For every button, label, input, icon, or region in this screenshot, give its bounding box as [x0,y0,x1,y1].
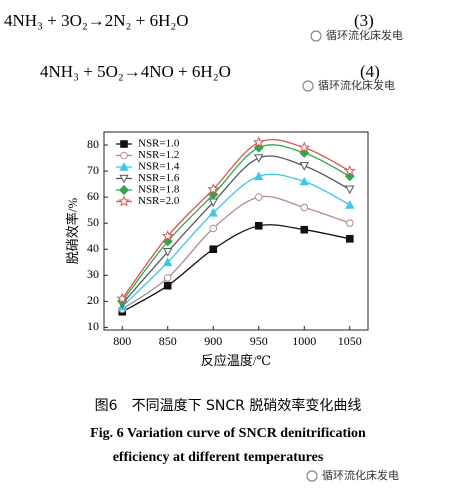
legend-label: NSR=1.4 [138,161,180,173]
legend-marker [119,162,129,171]
marker [254,221,263,230]
y-axis-label: 脱硝效率/% [65,198,80,265]
legend-marker [119,174,129,184]
x-tick-label: 1000 [292,334,316,348]
caption-en: Fig. 6 Variation curve of SNCR denitrifi… [90,426,366,441]
marker [163,248,173,257]
marker [345,219,354,227]
marker [299,176,309,186]
legend-marker [118,184,130,196]
equation: 4NH₃ + 5O₂→4NO + 6H₂O [40,62,231,81]
y-tick-label: 60 [87,189,99,203]
caption-en: efficiency at different temperatures [113,450,324,465]
marker [209,245,218,254]
marker [208,207,218,217]
marker [300,225,309,234]
watermark-icon [302,80,314,92]
x-tick-label: 950 [250,334,268,348]
watermark: 循环流化床发电 [318,78,395,92]
watermark: 循环流化床发电 [326,28,403,42]
plot-frame [103,131,369,331]
y-tick-label: 70 [87,163,99,177]
series-line [121,224,350,313]
legend-label: NSR=2.0 [138,195,180,207]
legend-label: NSR=1.8 [138,184,180,196]
marker [345,235,354,243]
legend-label: NSR=1.2 [138,149,179,161]
y-tick-label: 40 [87,241,99,255]
marker [343,164,356,177]
marker [345,185,355,195]
caption-cn: 图6 不同温度下 SNCR 脱硝效率变化曲线 [95,397,362,414]
marker [254,154,264,163]
x-tick-label: 900 [204,334,222,348]
x-tick-label: 1050 [338,334,362,348]
marker [298,141,311,153]
marker [252,136,265,148]
legend-label: NSR=1.0 [138,138,180,150]
legend-marker [120,151,128,160]
x-axis-label: 反应温度/℃ [201,353,271,368]
y-tick-label: 30 [87,267,99,281]
marker [116,292,129,304]
marker [163,281,172,290]
y-tick-label: 50 [87,215,99,229]
x-tick-label: 800 [113,334,131,348]
marker [209,224,218,233]
y-tick-label: 10 [87,319,99,333]
x-tick-label: 850 [159,334,177,348]
marker [161,230,174,242]
marker [254,193,263,201]
legend-marker [120,140,128,148]
marker [300,203,309,212]
marker [345,200,355,209]
legend-marker [118,195,130,207]
legend-label: NSR=1.6 [138,172,180,184]
marker [163,274,172,282]
y-tick-label: 20 [87,293,99,307]
equation: 4NH₃ + 3O₂→2N₂ + 6H₂O [4,11,189,30]
watermark: 循环流化床发电 [322,468,399,482]
watermark-icon [306,470,318,482]
equation-number: (4) [360,62,380,81]
marker [207,183,220,195]
equation-number: (3) [354,11,374,30]
marker [254,171,264,181]
watermark-icon [310,30,322,42]
marker [299,162,309,171]
y-tick-label: 80 [87,137,99,151]
marker [163,257,173,267]
